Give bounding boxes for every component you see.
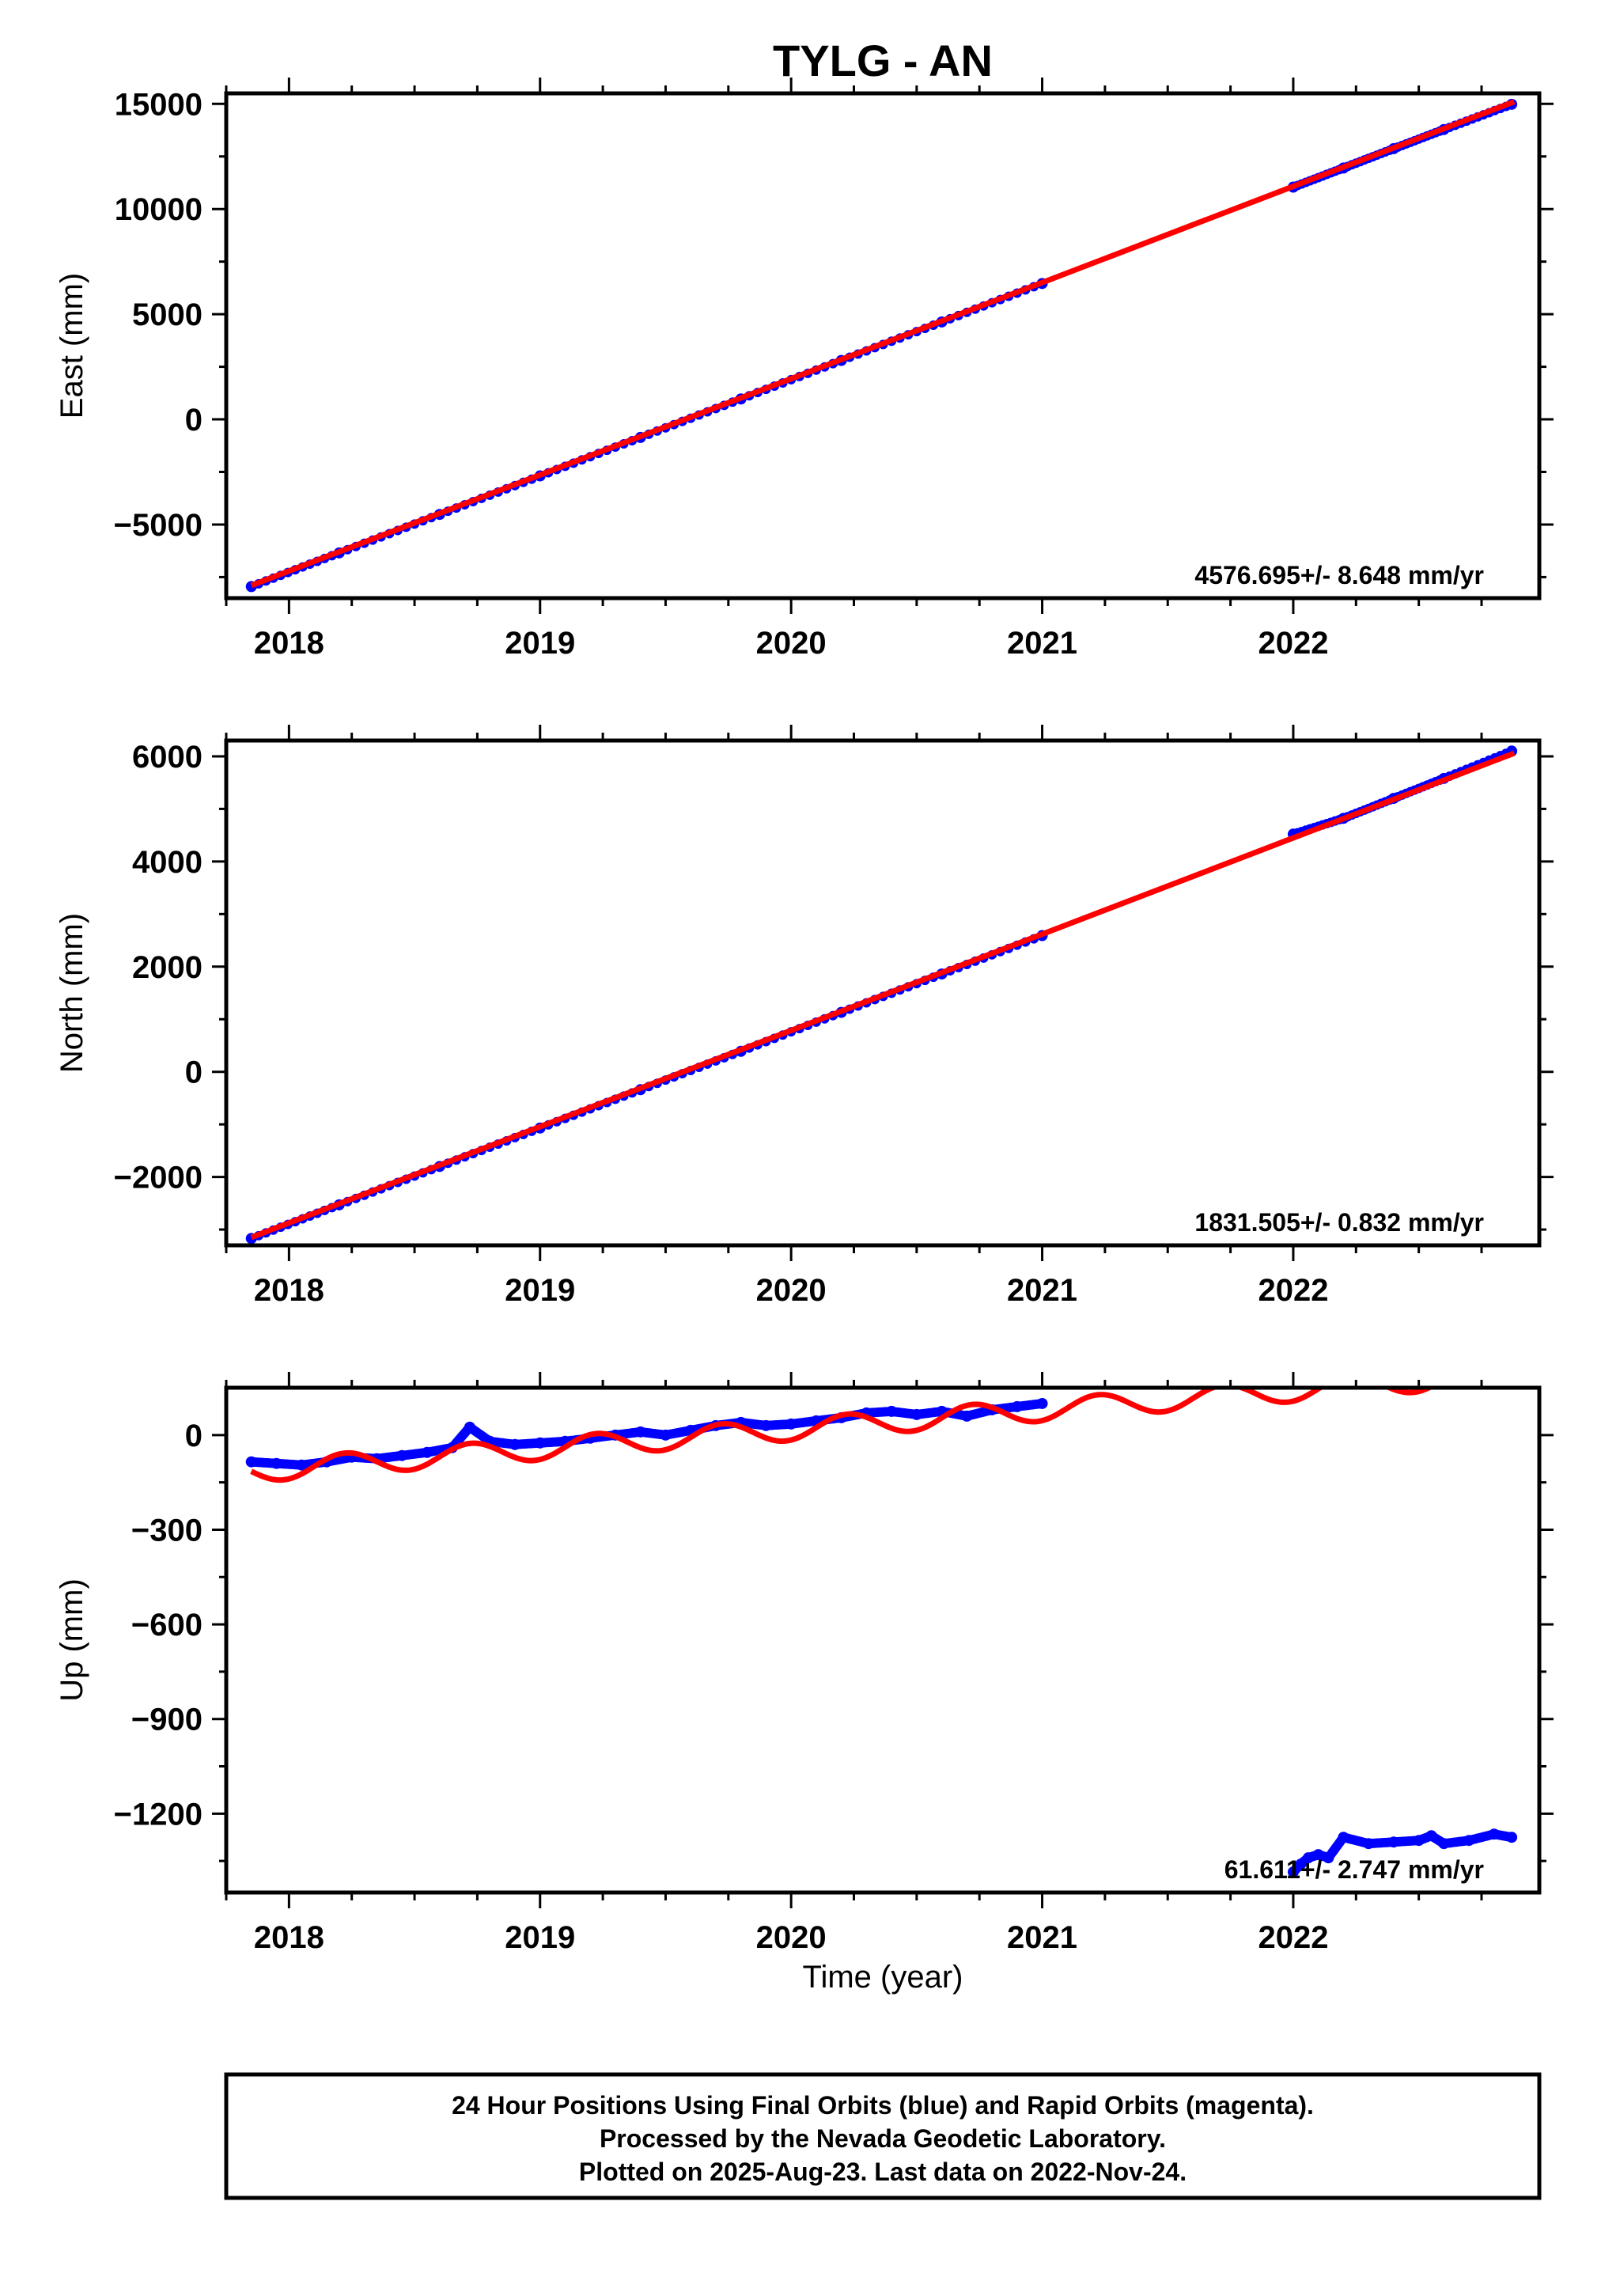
up-y-axis-label: Up (mm) [55, 1578, 89, 1702]
east-x-tick-label: 2020 [756, 626, 827, 661]
up-y-tick-label: −1200 [114, 1797, 202, 1832]
caption-box: 24 Hour Positions Using Final Orbits (bl… [224, 2072, 1542, 2200]
up-x-tick-label: 2021 [1007, 1920, 1077, 1955]
east-frame [224, 91, 1542, 601]
east-rate-label: 4576.695+/- 8.648 mm/yr [1194, 561, 1484, 589]
up-y-tick-label: −600 [131, 1608, 202, 1642]
east-x-tick-label: 2021 [1007, 626, 1077, 661]
east-y-tick-label: −5000 [114, 508, 202, 543]
north-y-tick-label: 4000 [132, 845, 202, 880]
east-y-axis-label: East (mm) [55, 273, 89, 419]
up-rate-label: 61.611+/- 2.747 mm/yr [1224, 1855, 1484, 1884]
up-frame [224, 1385, 1542, 1895]
caption-line-2: Processed by the Nevada Geodetic Laborat… [600, 2124, 1166, 2153]
north-x-tick-label: 2018 [254, 1273, 324, 1308]
up-x-tick-label: 2022 [1258, 1920, 1328, 1955]
up-plot-area [245, 1388, 1518, 1878]
up-y-tick-label: −900 [131, 1703, 202, 1737]
x-axis-label: Time (year) [803, 1960, 963, 1995]
north-y-tick-label: −2000 [114, 1161, 202, 1195]
north-x-tick-label: 2022 [1258, 1273, 1328, 1308]
chart-title: TYLG - AN [773, 36, 993, 85]
east-y-tick-label: 10000 [115, 192, 202, 227]
north-model-line [250, 750, 1516, 1241]
north-y-tick-label: 6000 [132, 740, 202, 775]
east-y-tick-label: 15000 [115, 87, 202, 122]
east-y-tick-label: 0 [185, 403, 202, 438]
up-y-tick-label: 0 [185, 1419, 202, 1453]
up-data-point [1505, 1832, 1516, 1842]
east-x-tick-label: 2019 [505, 626, 575, 661]
up-x-tick-label: 2019 [505, 1920, 575, 1955]
up-x-tick-label: 2020 [756, 1920, 827, 1955]
east-panel: 2018 2019 2020 2021 2022 −5000 0 5000 10000 15000… [55, 78, 1554, 661]
north-y-tick-label: 0 [185, 1055, 202, 1090]
north-plot-area [245, 745, 1518, 1245]
up-x-tick-label: 2018 [254, 1920, 324, 1955]
caption-line-1: 24 Hour Positions Using Final Orbits (bl… [452, 2091, 1314, 2120]
north-y-axis-label: North (mm) [55, 913, 89, 1073]
up-panel: 2018 2019 2020 2021 2022 −1200 −900 −600 −300 0 Up… [55, 1372, 1554, 1955]
north-x-tick-label: 2021 [1007, 1273, 1077, 1308]
north-frame [224, 738, 1542, 1248]
north-panel: 2018 2019 2020 2021 2022 −2000 0 2000 4000 6000 No… [55, 725, 1554, 1308]
up-data-point [1035, 1399, 1045, 1409]
caption-line-3: Plotted on 2025-Aug-23. Last data on 202… [579, 2158, 1187, 2186]
up-model-line [250, 1388, 1435, 1483]
east-x-tick-label: 2018 [254, 626, 324, 661]
east-plot-area [245, 98, 1518, 593]
east-x-tick-label: 2022 [1258, 626, 1328, 661]
north-x-tick-label: 2020 [756, 1273, 827, 1308]
north-x-tick-label: 2019 [505, 1273, 575, 1308]
north-y-tick-label: 2000 [132, 950, 202, 985]
east-y-tick-label: 5000 [132, 297, 202, 332]
east-model-line [250, 99, 1516, 589]
up-y-tick-label: −300 [131, 1513, 202, 1548]
north-rate-label: 1831.505+/- 0.832 mm/yr [1194, 1208, 1484, 1237]
